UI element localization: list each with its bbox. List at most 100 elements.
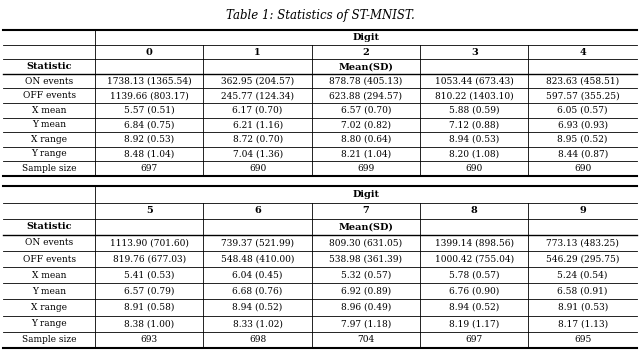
Text: 538.98 (361.39): 538.98 (361.39) xyxy=(330,255,403,263)
Text: 823.63 (458.51): 823.63 (458.51) xyxy=(546,77,619,86)
Text: 819.76 (677.03): 819.76 (677.03) xyxy=(113,255,186,263)
Text: 6.57 (0.79): 6.57 (0.79) xyxy=(124,287,175,296)
Text: 5.78 (0.57): 5.78 (0.57) xyxy=(449,271,500,280)
Text: 690: 690 xyxy=(249,164,266,173)
Text: 5.88 (0.59): 5.88 (0.59) xyxy=(449,106,500,115)
Text: 8.17 (1.13): 8.17 (1.13) xyxy=(557,319,608,328)
Text: 8.92 (0.53): 8.92 (0.53) xyxy=(124,135,174,144)
Text: 8.94 (0.52): 8.94 (0.52) xyxy=(232,303,283,312)
Text: 6.93 (0.93): 6.93 (0.93) xyxy=(557,120,607,129)
Text: 8.48 (1.04): 8.48 (1.04) xyxy=(124,149,174,158)
Text: Sample size: Sample size xyxy=(22,335,76,344)
Text: 1053.44 (673.43): 1053.44 (673.43) xyxy=(435,77,514,86)
Text: 8.80 (0.64): 8.80 (0.64) xyxy=(341,135,391,144)
Text: 1139.66 (803.17): 1139.66 (803.17) xyxy=(110,91,189,100)
Text: 8.38 (1.00): 8.38 (1.00) xyxy=(124,319,174,328)
Text: ON events: ON events xyxy=(25,239,73,247)
Text: 6.68 (0.76): 6.68 (0.76) xyxy=(232,287,283,296)
Text: X range: X range xyxy=(31,303,67,312)
Text: Mean(SD): Mean(SD) xyxy=(339,222,394,231)
Text: X mean: X mean xyxy=(32,271,67,280)
Text: Y mean: Y mean xyxy=(32,120,66,129)
Text: 810.22 (1403.10): 810.22 (1403.10) xyxy=(435,91,513,100)
Text: 8.21 (1.04): 8.21 (1.04) xyxy=(341,149,391,158)
Text: Statistic: Statistic xyxy=(26,222,72,231)
Text: X mean: X mean xyxy=(32,106,67,115)
Text: 2: 2 xyxy=(363,48,369,56)
Text: 8.91 (0.53): 8.91 (0.53) xyxy=(557,303,608,312)
Text: Table 1: Statistics of ST-MNIST.: Table 1: Statistics of ST-MNIST. xyxy=(226,9,414,22)
Text: 4: 4 xyxy=(579,48,586,56)
Text: Sample size: Sample size xyxy=(22,164,76,173)
Text: Y range: Y range xyxy=(31,319,67,328)
Text: 8.20 (1.08): 8.20 (1.08) xyxy=(449,149,499,158)
Text: 623.88 (294.57): 623.88 (294.57) xyxy=(330,91,403,100)
Text: 5.24 (0.54): 5.24 (0.54) xyxy=(557,271,608,280)
Text: 8.19 (1.17): 8.19 (1.17) xyxy=(449,319,499,328)
Text: 5.57 (0.51): 5.57 (0.51) xyxy=(124,106,175,115)
Text: 809.30 (631.05): 809.30 (631.05) xyxy=(330,239,403,247)
Text: 597.57 (355.25): 597.57 (355.25) xyxy=(546,91,620,100)
Text: 739.37 (521.99): 739.37 (521.99) xyxy=(221,239,294,247)
Text: 690: 690 xyxy=(574,164,591,173)
Text: Y mean: Y mean xyxy=(32,287,66,296)
Text: 695: 695 xyxy=(574,335,591,344)
Text: 6.04 (0.45): 6.04 (0.45) xyxy=(232,271,283,280)
Text: 6.21 (1.16): 6.21 (1.16) xyxy=(232,120,283,129)
Text: 8.94 (0.53): 8.94 (0.53) xyxy=(449,135,499,144)
Text: 704: 704 xyxy=(357,335,374,344)
Text: 3: 3 xyxy=(471,48,477,56)
Text: 8.95 (0.52): 8.95 (0.52) xyxy=(557,135,608,144)
Text: Mean(SD): Mean(SD) xyxy=(339,62,394,71)
Text: 699: 699 xyxy=(357,164,374,173)
Text: 0: 0 xyxy=(146,48,153,56)
Text: 7.97 (1.18): 7.97 (1.18) xyxy=(341,319,391,328)
Text: 6: 6 xyxy=(254,206,261,215)
Text: 1000.42 (755.04): 1000.42 (755.04) xyxy=(435,255,514,263)
Text: 8.33 (1.02): 8.33 (1.02) xyxy=(233,319,282,328)
Text: Y range: Y range xyxy=(31,149,67,158)
Text: 362.95 (204.57): 362.95 (204.57) xyxy=(221,77,294,86)
Text: 245.77 (124.34): 245.77 (124.34) xyxy=(221,91,294,100)
Text: 878.78 (405.13): 878.78 (405.13) xyxy=(330,77,403,86)
Text: 7.04 (1.36): 7.04 (1.36) xyxy=(232,149,283,158)
Text: 698: 698 xyxy=(249,335,266,344)
Text: Digit: Digit xyxy=(353,33,380,42)
Text: 6.76 (0.90): 6.76 (0.90) xyxy=(449,287,499,296)
Text: OFF events: OFF events xyxy=(22,91,76,100)
Text: 8.91 (0.58): 8.91 (0.58) xyxy=(124,303,175,312)
Text: 1738.13 (1365.54): 1738.13 (1365.54) xyxy=(107,77,191,86)
Text: 5.32 (0.57): 5.32 (0.57) xyxy=(341,271,391,280)
Text: Statistic: Statistic xyxy=(26,62,72,71)
Text: 1: 1 xyxy=(254,48,261,56)
Text: 6.92 (0.89): 6.92 (0.89) xyxy=(341,287,391,296)
Text: 7.02 (0.82): 7.02 (0.82) xyxy=(341,120,391,129)
Text: 8.44 (0.87): 8.44 (0.87) xyxy=(557,149,608,158)
Text: 6.05 (0.57): 6.05 (0.57) xyxy=(557,106,608,115)
Text: 7: 7 xyxy=(363,206,369,215)
Text: 9: 9 xyxy=(579,206,586,215)
Text: 1113.90 (701.60): 1113.90 (701.60) xyxy=(110,239,189,247)
Text: Digit: Digit xyxy=(353,190,380,199)
Text: 6.84 (0.75): 6.84 (0.75) xyxy=(124,120,175,129)
Text: 6.17 (0.70): 6.17 (0.70) xyxy=(232,106,283,115)
Text: 5.41 (0.53): 5.41 (0.53) xyxy=(124,271,175,280)
Text: 6.58 (0.91): 6.58 (0.91) xyxy=(557,287,608,296)
Text: 7.12 (0.88): 7.12 (0.88) xyxy=(449,120,499,129)
Text: 690: 690 xyxy=(466,164,483,173)
Text: 693: 693 xyxy=(141,335,158,344)
Text: ON events: ON events xyxy=(25,77,73,86)
Text: 8.94 (0.52): 8.94 (0.52) xyxy=(449,303,499,312)
Text: 8: 8 xyxy=(471,206,477,215)
Text: 773.13 (483.25): 773.13 (483.25) xyxy=(546,239,619,247)
Text: X range: X range xyxy=(31,135,67,144)
Text: 6.57 (0.70): 6.57 (0.70) xyxy=(340,106,391,115)
Text: 697: 697 xyxy=(141,164,158,173)
Text: 8.96 (0.49): 8.96 (0.49) xyxy=(341,303,391,312)
Text: 697: 697 xyxy=(466,335,483,344)
Text: 548.48 (410.00): 548.48 (410.00) xyxy=(221,255,294,263)
Text: 1399.14 (898.56): 1399.14 (898.56) xyxy=(435,239,514,247)
Text: 8.72 (0.70): 8.72 (0.70) xyxy=(232,135,283,144)
Text: OFF events: OFF events xyxy=(22,255,76,263)
Text: 5: 5 xyxy=(146,206,152,215)
